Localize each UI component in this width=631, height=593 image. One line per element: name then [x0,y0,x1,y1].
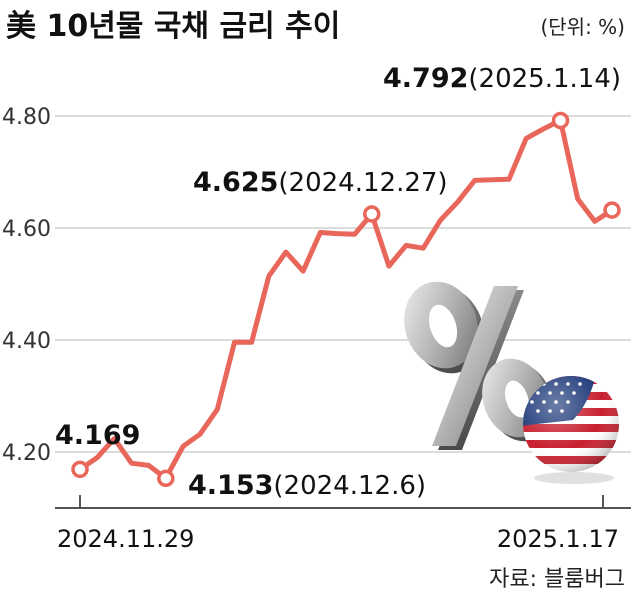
annotation-high-value: 4.792 [383,63,468,94]
y-axis-ticks: 4.20 4.40 4.60 4.80 [2,105,51,466]
annotation-low-date: (2024.12.6) [273,471,426,501]
x-tick-label-end: 2025.1.17 [497,525,619,553]
data-point-marker [71,460,89,479]
data-point-marker [551,111,570,130]
data-point-marker [362,205,381,223]
data-point-marker [603,201,621,219]
annotation-mid-peak: 4.625(2024.12.27) [193,167,448,198]
y-tick-label: 4.60 [2,217,51,242]
annotation-mid-peak-date: (2024.12.27) [278,168,447,198]
annotation-low: 4.153(2024.12.6) [188,470,426,501]
unit-label: (단위: %) [540,15,625,39]
chart-title: 美 10년물 국채 금리 추이 [6,9,340,44]
highlight-points [71,111,621,488]
data-point-marker [157,469,175,488]
y-tick-label: 4.20 [2,441,51,466]
y-tick-label: 4.40 [2,329,51,354]
annotation-high-date: (2025.1.14) [468,64,621,94]
annotation-start: 4.169 [55,420,140,451]
annotation-start-value: 4.169 [55,420,140,451]
percent-sign-3d-icon [404,281,553,450]
annotation-low-value: 4.153 [188,470,273,501]
annotation-high: 4.792(2025.1.14) [383,63,621,94]
annotation-mid-peak-value: 4.625 [193,167,278,198]
y-tick-label: 4.80 [2,105,51,130]
x-tick-label-start: 2024.11.29 [57,525,194,553]
source-label: 자료: 블룸버그 [489,567,625,592]
